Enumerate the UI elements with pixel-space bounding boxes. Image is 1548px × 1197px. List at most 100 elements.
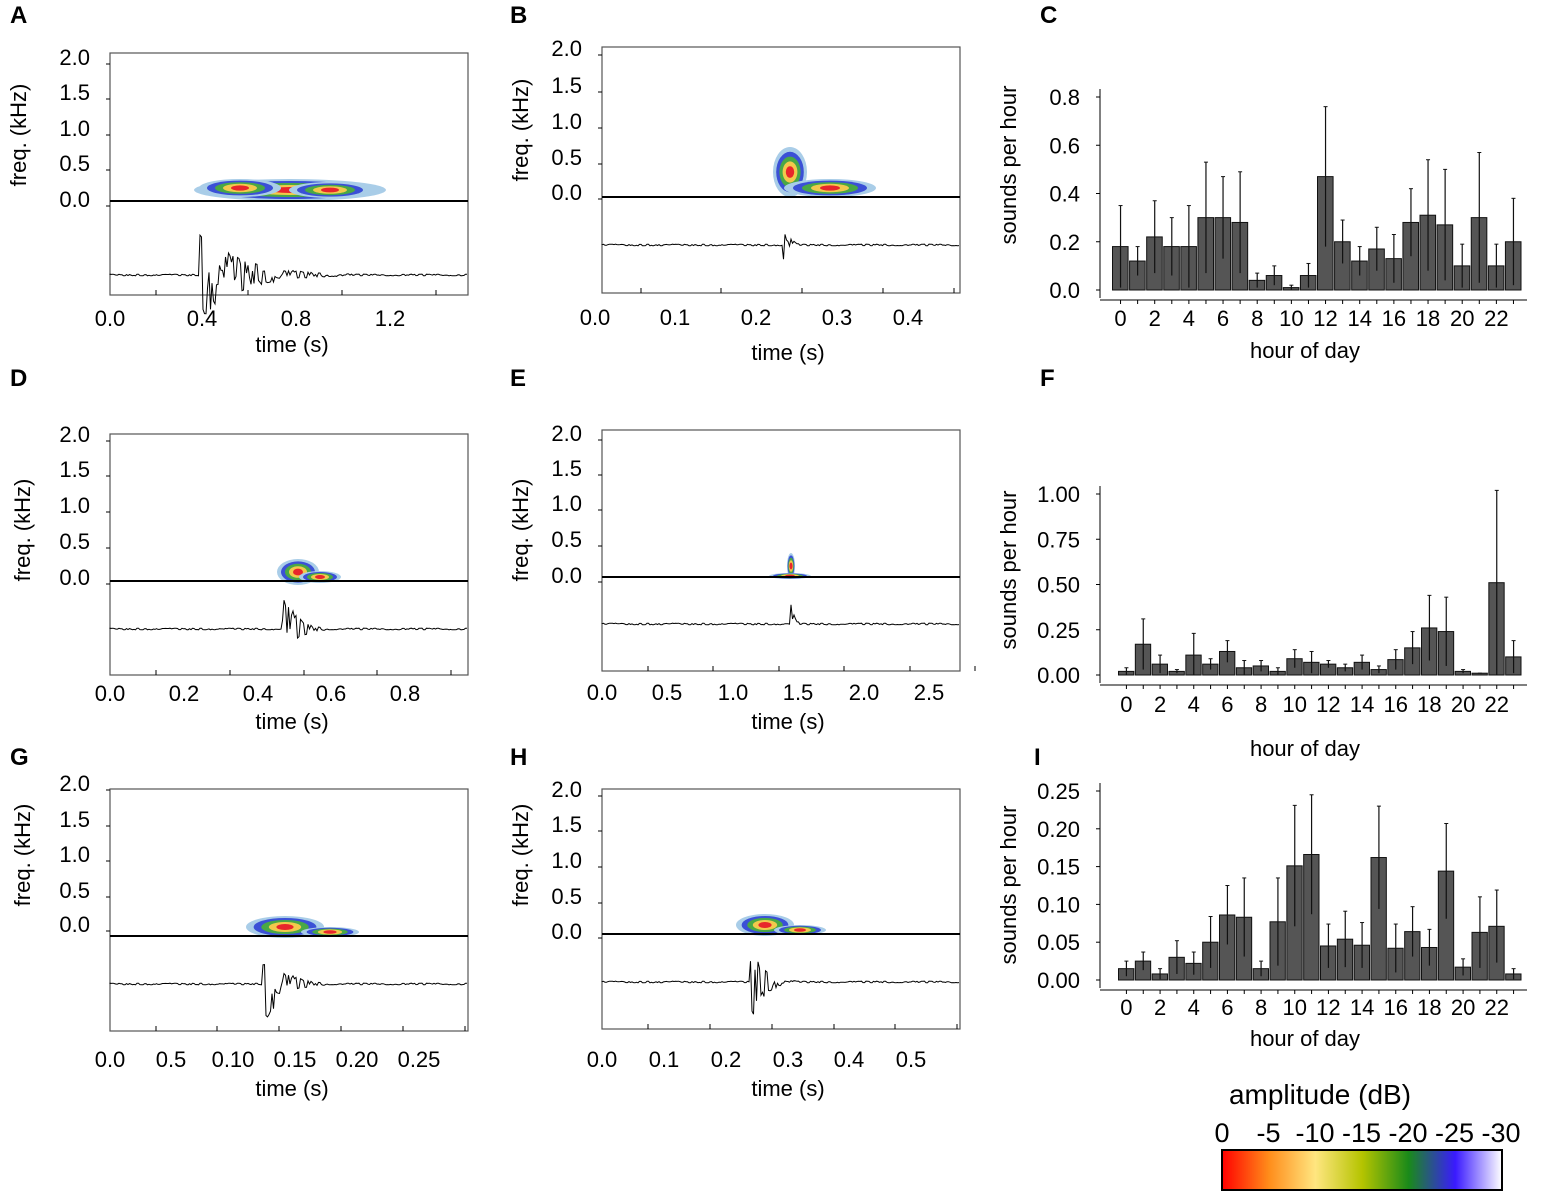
- x-axis-label: time (s): [255, 1076, 328, 1101]
- y-axis-label: freq. (kHz): [508, 479, 533, 582]
- y-tick-label: 0.0: [1049, 278, 1080, 303]
- time-tick-label: 0.0: [580, 305, 611, 330]
- y-tick-label: 0.75: [1037, 527, 1080, 552]
- time-tick-label: 0.2: [741, 305, 772, 330]
- legend-label: 0: [1214, 1118, 1229, 1148]
- panel-letter: F: [1040, 365, 1055, 392]
- spectrogram-blob: [785, 166, 795, 178]
- x-axis-label: time (s): [255, 332, 328, 357]
- panel-letter: C: [1040, 2, 1057, 29]
- freq-tick-label: 0.5: [551, 527, 582, 552]
- panel-letter: E: [510, 365, 526, 392]
- x-tick-label: 4: [1188, 692, 1200, 717]
- x-tick-label: 18: [1417, 995, 1441, 1020]
- time-tick-label: 0.0: [95, 1047, 126, 1072]
- x-tick-label: 8: [1255, 692, 1267, 717]
- x-tick-label: 20: [1450, 306, 1474, 331]
- y-tick-label: 0.2: [1049, 230, 1080, 255]
- x-axis-label: hour of day: [1250, 338, 1360, 363]
- panel-A: A 2.0 1.5 1.0 0.5 0.0 0.0 0.4 0.8 1.2 time (s) freq…: [6, 2, 469, 357]
- freq-tick-label: 0.0: [551, 563, 582, 588]
- time-tick-label: 0.5: [652, 680, 683, 705]
- x-tick-label: 8: [1255, 995, 1267, 1020]
- plot-frame: [109, 433, 469, 676]
- spectrogram-blob: [758, 922, 772, 928]
- x-tick-label: 2: [1154, 692, 1166, 717]
- freq-tick-label: 1.5: [551, 812, 582, 837]
- panel-letter: G: [10, 744, 29, 771]
- amplitude-legend: amplitude (dB)0 -5 -10 -15 -20 -25 -30: [1214, 1079, 1521, 1191]
- plot-frame: [109, 52, 469, 296]
- time-tick-label: 0.5: [156, 1047, 187, 1072]
- x-tick-label: 12: [1316, 692, 1340, 717]
- x-tick-label: 14: [1347, 306, 1371, 331]
- y-tick-label: 0.00: [1037, 968, 1080, 993]
- freq-tick-label: 2.0: [59, 422, 90, 447]
- bar-chart-C: C 0.0 0.2 0.4 0.6 0.8 0 2 4 6 8 10 12 14 16 18 20 22 hour …: [996, 2, 1527, 363]
- y-axis-label: freq. (kHz): [10, 479, 35, 582]
- spectrogram-blob: [315, 575, 325, 579]
- legend-title: amplitude (dB): [1229, 1079, 1411, 1110]
- time-tick-label: 1.2: [375, 306, 406, 331]
- freq-tick-label: 1.5: [59, 80, 90, 105]
- waveform: [109, 233, 467, 315]
- freq-tick-label: 1.0: [551, 109, 582, 134]
- time-tick-label: 0.15: [274, 1047, 317, 1072]
- legend-label: -5: [1256, 1118, 1280, 1148]
- plot-frame: [109, 788, 469, 1032]
- x-tick-label: 2: [1149, 306, 1161, 331]
- freq-tick-label: 1.5: [551, 73, 582, 98]
- panel-letter: B: [510, 2, 527, 29]
- legend-label: -20: [1388, 1118, 1427, 1148]
- x-axis-label: time (s): [751, 1076, 824, 1101]
- x-tick-label: 22: [1485, 692, 1509, 717]
- x-axis-label: hour of day: [1250, 1026, 1360, 1051]
- y-axis-label: sounds per hour: [996, 86, 1021, 245]
- time-tick-label: 0.4: [187, 306, 218, 331]
- spectrogram-blob: [789, 562, 793, 570]
- y-tick-label: 0.10: [1037, 892, 1080, 917]
- time-tick-label: 0.0: [587, 680, 618, 705]
- waveform: [601, 604, 960, 626]
- x-tick-label: 22: [1485, 995, 1509, 1020]
- x-tick-label: 18: [1417, 692, 1441, 717]
- y-tick-label: 0.4: [1049, 182, 1080, 207]
- freq-tick-label: 1.5: [59, 457, 90, 482]
- freq-tick-label: 0.0: [59, 912, 90, 937]
- x-tick-label: 4: [1183, 306, 1195, 331]
- y-tick-label: 0.6: [1049, 133, 1080, 158]
- freq-tick-label: 1.0: [59, 842, 90, 867]
- y-tick-label: 0.00: [1037, 663, 1080, 688]
- legend-label: -10: [1295, 1118, 1334, 1148]
- spectrogram-blob: [323, 930, 337, 934]
- spectrogram-blob: [293, 568, 303, 576]
- panel-letter: I: [1034, 744, 1041, 771]
- y-axis-label: freq. (kHz): [10, 804, 35, 907]
- x-axis-label: time (s): [751, 709, 824, 734]
- x-tick-label: 0: [1120, 995, 1132, 1020]
- x-tick-label: 12: [1313, 306, 1337, 331]
- x-tick-label: 10: [1283, 692, 1307, 717]
- x-tick-label: 16: [1382, 306, 1406, 331]
- y-tick-label: 0.8: [1049, 85, 1080, 110]
- x-tick-label: 14: [1350, 692, 1374, 717]
- x-tick-label: 6: [1221, 692, 1233, 717]
- x-axis-label: time (s): [751, 340, 824, 365]
- y-axis-label: freq. (kHz): [508, 804, 533, 907]
- time-tick-label: 0.0: [95, 681, 126, 706]
- freq-tick-label: 0.0: [551, 180, 582, 205]
- time-tick-label: 0.0: [587, 1047, 618, 1072]
- freq-tick-label: 2.0: [59, 771, 90, 796]
- freq-tick-label: 0.0: [551, 919, 582, 944]
- freq-tick-label: 1.0: [59, 493, 90, 518]
- time-tick-label: 0.5: [896, 1047, 927, 1072]
- panel-D: D 2.0 1.5 1.0 0.5 0.0 0.0 0.2 0.4 0.6 0.8 time (s) f…: [10, 365, 469, 734]
- time-tick-label: 0.1: [660, 305, 691, 330]
- time-tick-label: 0.3: [773, 1047, 804, 1072]
- time-tick-label: 1.5: [783, 680, 814, 705]
- plot-frame: [601, 46, 961, 294]
- freq-tick-label: 0.5: [551, 145, 582, 170]
- x-tick-label: 12: [1316, 995, 1340, 1020]
- y-tick-label: 1.00: [1037, 482, 1080, 507]
